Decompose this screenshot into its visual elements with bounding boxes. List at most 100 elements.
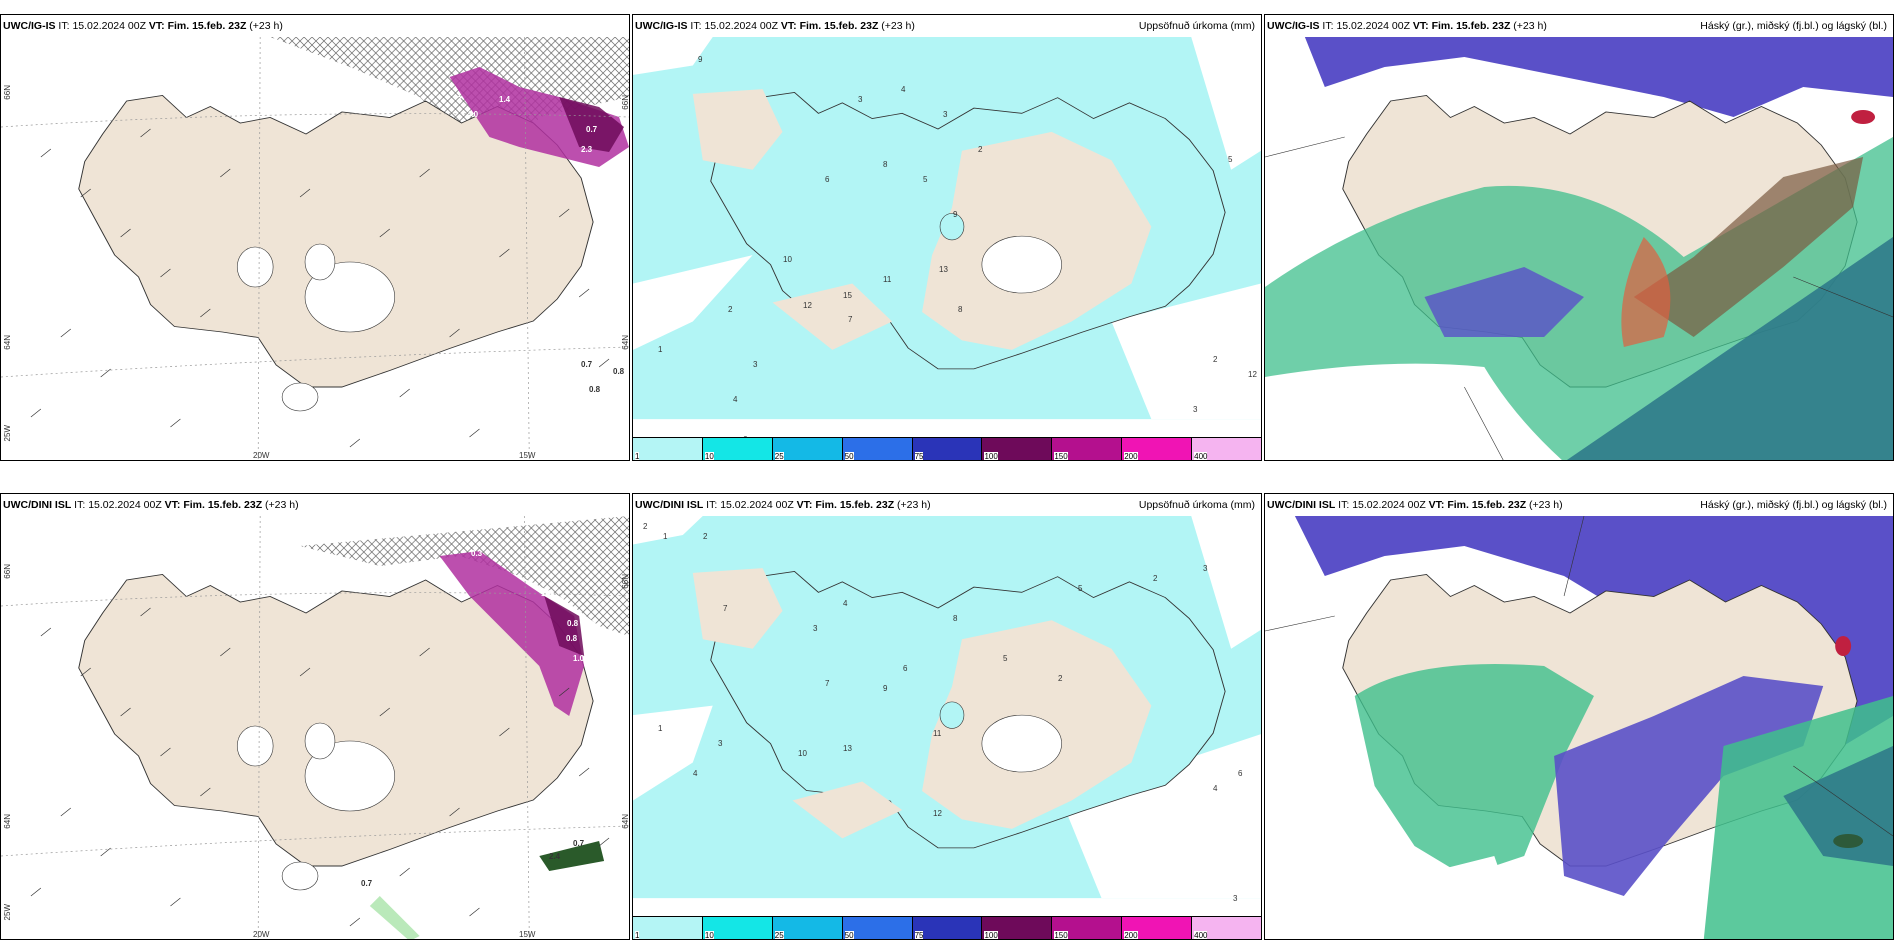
value-label: 3 bbox=[718, 739, 723, 748]
lat-label: 64N bbox=[621, 814, 630, 829]
legend-label: 25 bbox=[774, 931, 784, 940]
value-label: 3 bbox=[1203, 564, 1208, 573]
value-label: 3 bbox=[753, 360, 758, 369]
init-time: 15.02.2024 00Z bbox=[1352, 499, 1426, 511]
legend-swatch: 200 bbox=[1122, 438, 1193, 461]
model-name: UWC/DINI ISL bbox=[3, 499, 72, 511]
panel-header: UWC/DINI ISL IT: 15.02.2024 00Z VT: Fim.… bbox=[1, 494, 629, 516]
panel-precip-ig: UWC/IG-IS IT: 15.02.2024 00Z VT: Fim. 15… bbox=[632, 14, 1262, 461]
legend-label: 400 bbox=[1194, 931, 1208, 940]
lon-label: 25W bbox=[3, 904, 12, 921]
precip-legend: 1 10 25 50 75 100 150 200 400 bbox=[633, 916, 1261, 939]
lat-label: 64N bbox=[3, 335, 12, 350]
value-label: 13 bbox=[843, 744, 852, 753]
legend-label: 10 bbox=[704, 931, 714, 940]
legend-swatch: 10 bbox=[702, 917, 773, 940]
lead-time: (+23 h) bbox=[897, 499, 931, 511]
value-label: 0.7 bbox=[581, 360, 593, 369]
legend-label: 10 bbox=[704, 452, 714, 461]
init-time: 15.02.2024 00Z bbox=[72, 20, 146, 32]
legend-label: 75 bbox=[914, 931, 924, 940]
it-label: IT: bbox=[706, 499, 718, 511]
value-label: 2 bbox=[728, 305, 733, 314]
wind-map bbox=[1, 37, 629, 460]
map-title: Uppsöfnuð úrkoma (mm) bbox=[1138, 20, 1255, 32]
value-label: 12 bbox=[933, 809, 942, 818]
lead-time: (+23 h) bbox=[265, 499, 299, 511]
value-label: 5 bbox=[1228, 155, 1233, 164]
value-label: 1 bbox=[658, 345, 663, 354]
legend-label: 150 bbox=[1054, 452, 1068, 461]
panel-wind-dini: UWC/DINI ISL IT: 15.02.2024 00Z VT: Fim.… bbox=[0, 493, 630, 940]
value-label: 1 bbox=[658, 724, 663, 733]
value-label: 7 bbox=[825, 679, 830, 688]
value-label: 4 bbox=[733, 395, 738, 404]
value-label: 5 bbox=[1078, 584, 1083, 593]
lon-label: 20W bbox=[253, 451, 270, 460]
lat-label: 66N bbox=[3, 85, 12, 100]
it-label: IT: bbox=[58, 20, 70, 32]
it-label: IT: bbox=[74, 499, 86, 511]
value-label: 8 bbox=[953, 614, 958, 623]
value-label: 10 bbox=[798, 749, 807, 758]
value-label: 1.2 bbox=[541, 589, 553, 598]
map-title: Háský (gr.), miðský (fj.bl.) og lágský (… bbox=[1700, 20, 1887, 32]
value-label: 6 bbox=[903, 664, 908, 673]
legend-label: 25 bbox=[774, 452, 784, 461]
init-time: 15.02.2024 00Z bbox=[720, 499, 794, 511]
legend-swatch: 75 bbox=[912, 917, 983, 940]
valid-time: VT: Fim. 15.feb. 23Z bbox=[780, 20, 879, 32]
legend-label: 1 bbox=[635, 931, 640, 940]
value-label: 3 bbox=[457, 95, 462, 104]
panel-clouds-ig: UWC/IG-IS IT: 15.02.2024 00Z VT: Fim. 15… bbox=[1264, 14, 1894, 461]
value-label: 12 bbox=[803, 301, 812, 310]
precip-map bbox=[633, 37, 1261, 420]
panel-header: UWC/IG-IS IT: 15.02.2024 00Z VT: Fim. 15… bbox=[1265, 15, 1893, 37]
valid-time: VT: Fim. 15.feb. 23Z bbox=[164, 499, 263, 511]
value-label: 3 bbox=[943, 110, 948, 119]
cloud-map bbox=[1265, 37, 1893, 460]
valid-time: VT: Fim. 15.feb. 23Z bbox=[1428, 499, 1527, 511]
legend-label: 1 bbox=[635, 452, 640, 461]
legend-label: 200 bbox=[1124, 452, 1138, 461]
value-label: 2 bbox=[1153, 574, 1158, 583]
valid-time: VT: Fim. 15.feb. 23Z bbox=[1412, 20, 1511, 32]
valid-time: VT: Fim. 15.feb. 23Z bbox=[796, 499, 895, 511]
value-label: 0.7 bbox=[573, 839, 585, 848]
legend-label: 100 bbox=[984, 452, 998, 461]
legend-swatch: 1 bbox=[633, 438, 703, 460]
legend-swatch: 25 bbox=[772, 917, 843, 940]
value-label: 11 bbox=[933, 729, 942, 738]
lat-label: 66N bbox=[621, 95, 630, 110]
model-name: UWC/IG-IS bbox=[635, 20, 688, 32]
lead-time: (+23 h) bbox=[249, 20, 283, 32]
legend-swatch: 50 bbox=[842, 917, 913, 940]
precip-map bbox=[633, 516, 1261, 899]
legend-swatch: 1 bbox=[633, 917, 703, 939]
value-label: 2.4 bbox=[549, 852, 561, 861]
value-label: 7 bbox=[723, 604, 728, 613]
model-name: UWC/IG-IS bbox=[1267, 20, 1320, 32]
legend-swatch: 400 bbox=[1192, 438, 1261, 460]
precip-legend: 1 10 25 50 75 100 150 200 400 bbox=[633, 437, 1261, 460]
legend-swatch: 150 bbox=[1052, 438, 1123, 461]
value-label: 0.8 bbox=[566, 634, 578, 643]
lead-time: (+23 h) bbox=[1513, 20, 1547, 32]
value-label: 2 bbox=[643, 522, 648, 531]
legend-swatch: 200 bbox=[1122, 917, 1193, 939]
legend-label: 50 bbox=[844, 931, 854, 940]
panel-precip-dini: UWC/DINI ISL IT: 15.02.2024 00Z VT: Fim.… bbox=[632, 493, 1262, 940]
value-label: 0.7 bbox=[586, 125, 598, 134]
wind-map bbox=[1, 516, 629, 939]
value-label: 9 bbox=[953, 210, 958, 219]
lat-label: 66N bbox=[3, 564, 12, 579]
wind-barbs bbox=[30, 607, 610, 927]
legend-swatch: 50 bbox=[842, 438, 913, 460]
panel-wind-ig: UWC/IG-IS IT: 15.02.2024 00Z VT: Fim. 15… bbox=[0, 14, 630, 461]
model-name: UWC/IG-IS bbox=[3, 20, 56, 32]
value-label: 3 bbox=[858, 95, 863, 104]
model-name: UWC/DINI ISL bbox=[635, 499, 704, 511]
value-label: 8 bbox=[883, 160, 888, 169]
value-label: 3 bbox=[1233, 894, 1238, 903]
legend-swatch: 25 bbox=[772, 438, 843, 461]
